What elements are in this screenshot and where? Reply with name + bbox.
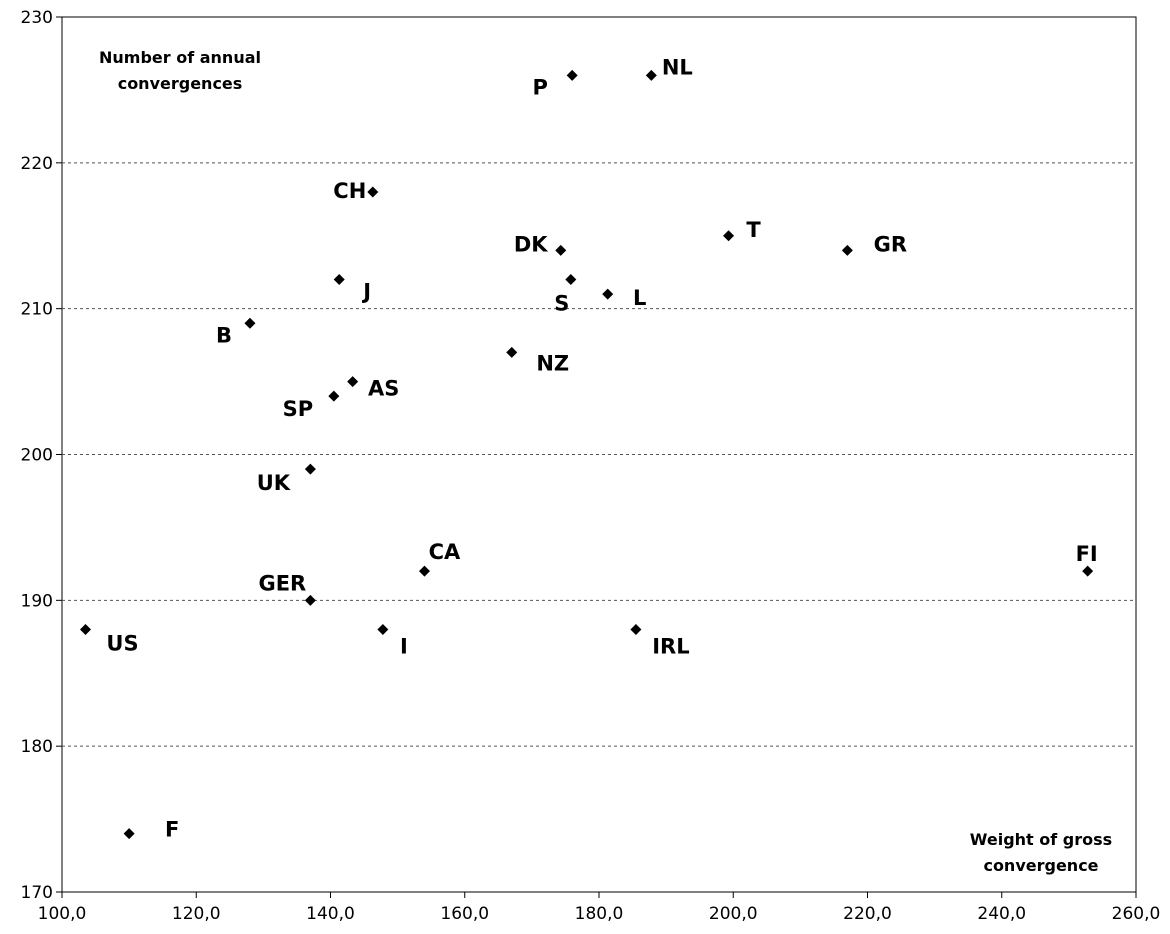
data-point-gr [841,244,853,256]
x-axis-title-line1: Weight of gross [970,830,1112,849]
data-point-t [723,230,735,242]
data-point-uk [304,463,316,475]
point-label-ch: CH [333,179,366,203]
point-label-t: T [746,218,761,242]
data-point-nl [645,69,657,81]
data-point-i [377,624,389,635]
data-point-b [244,317,256,329]
point-label-gr: GR [874,232,907,256]
data-point-fi [1082,565,1094,577]
axis-ticks: 170 180 190 200 210 220 230 100,0 120,0 140,0 160,… [21,8,1161,924]
x-tick-label: 160,0 [440,904,489,924]
data-point-f [123,828,135,840]
x-tick-label: 200,0 [709,904,758,924]
data-point-nz [506,346,518,358]
point-label-fi: FI [1076,542,1098,566]
point-label-nz: NZ [536,351,569,375]
y-tick-label: 220 [21,154,53,174]
point-label-nl: NL [662,55,693,79]
point-label-ger: GER [258,571,306,595]
x-tick-label: 180,0 [575,904,624,924]
point-label-as: AS [368,377,399,401]
y-tick-label: 230 [21,8,53,28]
data-point-ca [418,565,430,577]
point-label-us: US [106,632,138,656]
x-tick-label: 100,0 [38,904,87,924]
x-axis-title-line2: convergence [983,856,1098,875]
point-label-irl: IRL [652,635,689,659]
y-axis-title-line1: Number of annual [99,48,261,67]
data-point-irl [630,624,642,635]
x-tick-label: 220,0 [843,904,892,924]
point-label-b: B [216,323,232,347]
data-point-sp [328,390,340,402]
x-tick-label: 120,0 [172,904,221,924]
y-tick-label: 210 [21,300,53,320]
point-label-p: P [532,75,547,99]
y-tick-label: 190 [21,591,53,611]
y-tick-label: 170 [21,883,53,903]
data-point-dk [555,244,567,256]
y-tick-label: 200 [21,446,53,466]
x-tick-label: 240,0 [977,904,1026,924]
y-tick-label: 180 [21,737,53,757]
point-label-uk: UK [257,471,291,495]
data-point-as [347,376,359,388]
data-points: P NL CH DK T GR J S L B NZ AS SP UK CA FI GER US I IRL F [79,55,1098,842]
y-axis-title-line2: convergences [118,74,243,93]
point-label-i: I [400,635,408,659]
point-label-ca: CA [429,540,461,564]
data-point-p [566,69,578,81]
data-point-j [333,274,345,285]
data-point-us [79,624,91,635]
data-point-l [602,288,614,300]
point-label-l: L [633,286,646,310]
gridlines [62,162,1136,747]
data-point-ch [367,186,379,198]
x-tick-label: 140,0 [306,904,355,924]
data-point-ger [304,594,316,606]
x-tick-label: 260,0 [1112,904,1161,924]
point-label-s: S [554,292,569,316]
data-point-s [565,274,577,285]
point-label-sp: SP [283,397,314,421]
point-label-dk: DK [514,232,548,256]
point-label-j: J [361,280,371,304]
point-label-f: F [165,818,179,842]
